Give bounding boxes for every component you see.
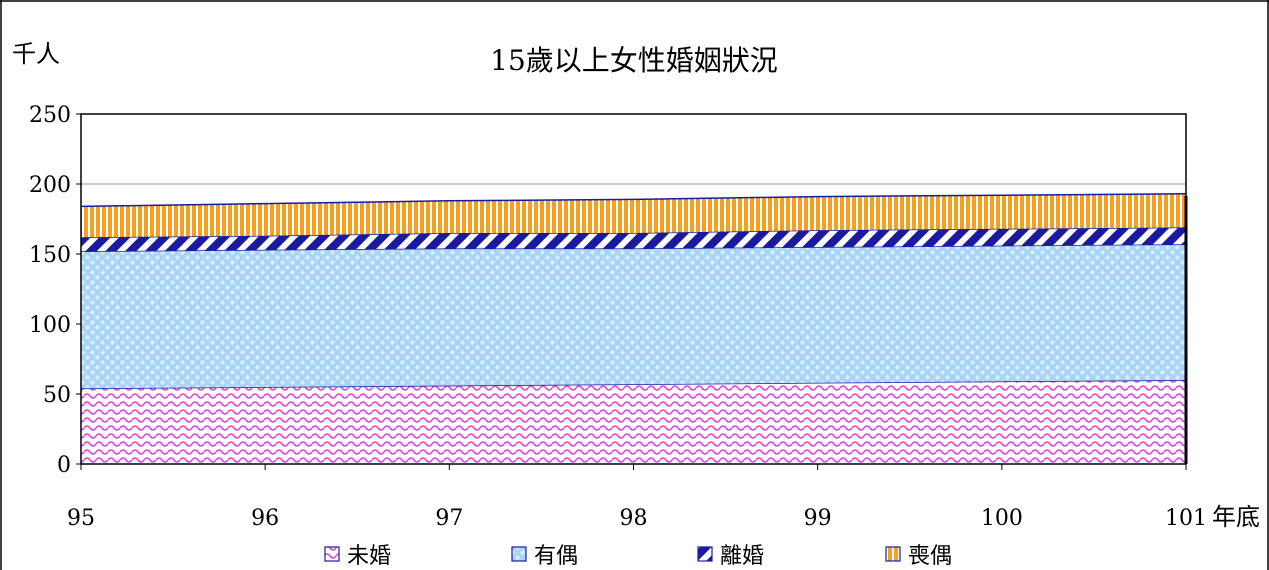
legend-label: 有偶 xyxy=(534,544,578,569)
x-tick-label: 99 xyxy=(804,506,832,531)
legend-swatch xyxy=(697,546,713,562)
legend-label: 離婚 xyxy=(720,544,764,569)
y-axis-unit: 千人 xyxy=(12,40,60,68)
area-series-4-edge xyxy=(80,193,1187,208)
area-series-4 xyxy=(81,193,1186,238)
area-series-1 xyxy=(81,380,1186,464)
area-series-3 xyxy=(81,227,1186,252)
y-tick-label: 100 xyxy=(29,313,71,338)
legend-swatch xyxy=(511,546,527,562)
legend-label: 未婚 xyxy=(347,544,391,569)
x-tick-label: 98 xyxy=(620,506,648,531)
x-tick-label: 96 xyxy=(251,506,279,531)
y-axis-ticks: 0 50 100 150 200 250 xyxy=(29,103,81,478)
x-axis-unit: 年底 xyxy=(1212,503,1260,531)
x-tick-label: 97 xyxy=(435,506,463,531)
y-tick-label: 150 xyxy=(29,243,71,268)
legend-swatch xyxy=(324,546,340,562)
x-tick-label: 95 xyxy=(67,506,95,531)
x-tick-label: 100 xyxy=(981,506,1023,531)
x-axis-ticks: 95 96 97 98 99 100 101 xyxy=(67,464,1207,531)
y-tick-label: 0 xyxy=(57,453,71,478)
chart-title: 15歲以上女性婚姻狀況 xyxy=(490,44,778,77)
y-tick-label: 200 xyxy=(29,173,71,198)
area-series-2 xyxy=(81,244,1186,389)
stacked-areas xyxy=(80,193,1187,464)
x-tick-label: 101 xyxy=(1165,506,1207,531)
legend-label: 喪偶 xyxy=(908,544,952,569)
y-tick-label: 250 xyxy=(29,103,71,128)
legend: 未婚 有偶 離婚 喪偶 xyxy=(324,544,952,569)
legend-swatch xyxy=(885,546,901,562)
y-tick-label: 50 xyxy=(43,383,71,408)
